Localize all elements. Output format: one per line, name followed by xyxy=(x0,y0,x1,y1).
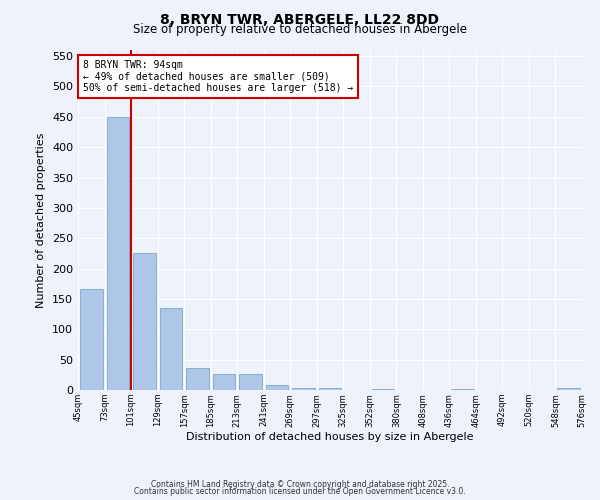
Bar xyxy=(212,374,235,390)
X-axis label: Distribution of detached houses by size in Abergele: Distribution of detached houses by size … xyxy=(186,432,474,442)
Bar xyxy=(319,388,341,390)
Bar xyxy=(239,374,262,390)
Text: Contains public sector information licensed under the Open Government Licence v3: Contains public sector information licen… xyxy=(134,487,466,496)
Bar xyxy=(133,254,155,390)
Text: 8, BRYN TWR, ABERGELE, LL22 8DD: 8, BRYN TWR, ABERGELE, LL22 8DD xyxy=(161,12,439,26)
Bar xyxy=(292,388,315,390)
Text: Size of property relative to detached houses in Abergele: Size of property relative to detached ho… xyxy=(133,22,467,36)
Text: 8 BRYN TWR: 94sqm
← 49% of detached houses are smaller (509)
50% of semi-detache: 8 BRYN TWR: 94sqm ← 49% of detached hous… xyxy=(83,60,353,94)
Bar xyxy=(186,368,209,390)
Bar xyxy=(107,117,129,390)
Text: Contains HM Land Registry data © Crown copyright and database right 2025.: Contains HM Land Registry data © Crown c… xyxy=(151,480,449,489)
Y-axis label: Number of detached properties: Number of detached properties xyxy=(37,132,46,308)
Bar xyxy=(557,388,580,390)
Bar xyxy=(80,288,103,390)
Bar xyxy=(160,308,182,390)
Bar xyxy=(266,384,288,390)
Bar xyxy=(372,389,394,390)
